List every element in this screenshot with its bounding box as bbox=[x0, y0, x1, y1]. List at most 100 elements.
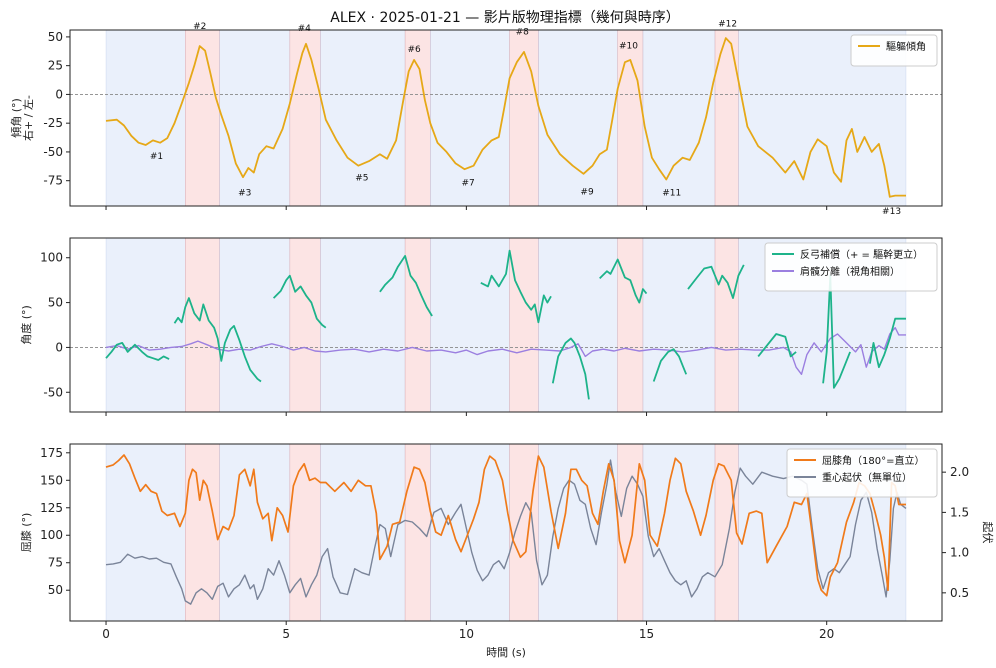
y-tick-label: 50 bbox=[48, 583, 63, 597]
step-annotation: #2 bbox=[193, 22, 206, 32]
y-tick-label: 50 bbox=[48, 30, 63, 44]
y-tick-label: -50 bbox=[43, 145, 63, 159]
legend-label: 肩髖分離（視角相關） bbox=[800, 265, 900, 278]
y-tick-label: 100 bbox=[40, 251, 63, 265]
step-annotation: #3 bbox=[238, 189, 251, 199]
swing-phase-band-1-9 bbox=[617, 237, 644, 413]
swing-phase-band-1-11 bbox=[714, 237, 739, 413]
step-annotation: #5 bbox=[355, 174, 368, 184]
step-annotation: #1 bbox=[150, 152, 163, 162]
step-annotation: #13 bbox=[882, 207, 901, 217]
series-backbend-segment bbox=[869, 317, 906, 369]
stance-phase-band-0-10 bbox=[642, 29, 716, 207]
stance-phase-band-2-6 bbox=[430, 443, 510, 622]
stance-phase-band-2-4 bbox=[320, 443, 406, 622]
y-tick-label: -50 bbox=[43, 385, 63, 399]
stance-phase-band-1-2 bbox=[219, 237, 291, 413]
legend-box-1 bbox=[764, 242, 938, 292]
legend-box-2 bbox=[786, 448, 938, 498]
x-axis-label: 時間 (s) bbox=[486, 646, 526, 659]
stance-phase-band-1-10 bbox=[642, 237, 716, 413]
y-tick-label: 175 bbox=[40, 446, 63, 460]
legend-label: 屈膝角（180°=直立） bbox=[822, 454, 924, 467]
swing-phase-band-0-11 bbox=[714, 29, 739, 207]
swing-phase-band-0-3 bbox=[289, 29, 321, 207]
series-backbend-segment bbox=[379, 255, 433, 317]
stance-phase-band-1-6 bbox=[430, 237, 510, 413]
step-annotation: #12 bbox=[718, 20, 737, 30]
stance-phase-band-0-4 bbox=[320, 29, 406, 207]
step-annotation: #9 bbox=[580, 187, 594, 197]
swing-phase-band-0-5 bbox=[404, 29, 431, 207]
step-annotation: #11 bbox=[662, 189, 681, 199]
y-axis-label: 屈膝 (°) bbox=[20, 513, 33, 553]
x-tick-label: 0 bbox=[102, 627, 110, 641]
y-tick-label: 0 bbox=[55, 340, 63, 354]
series-backbend-segment bbox=[272, 274, 327, 329]
series-backbend-segment bbox=[652, 348, 688, 382]
stance-phase-band-0-0 bbox=[105, 29, 186, 207]
step-annotation: #10 bbox=[619, 41, 638, 51]
y-tick-label: 0 bbox=[55, 87, 63, 101]
y2-tick-label: 2.0 bbox=[950, 465, 969, 479]
series-com-bounce-line bbox=[105, 459, 907, 605]
y-tick-label: -75 bbox=[43, 174, 63, 188]
swing-phase-band-0-9 bbox=[617, 29, 644, 207]
swing-phase-band-2-5 bbox=[404, 443, 431, 622]
step-annotation: #6 bbox=[407, 45, 421, 55]
y2-tick-label: 1.0 bbox=[950, 546, 969, 560]
swing-phase-band-1-7 bbox=[509, 237, 539, 413]
stance-phase-band-0-2 bbox=[219, 29, 291, 207]
stance-phase-band-2-8 bbox=[538, 443, 619, 622]
y-axis-label: 角度 (°) bbox=[19, 305, 33, 345]
stance-phase-band-1-4 bbox=[320, 237, 406, 413]
y-axis-label: 傾角 (°) bbox=[9, 98, 23, 138]
panel-torso-tilt: #1 #2 #3 #4 #5 #6 #7 #8 #9 #10 #11 #12 #13 50 25 0 -25 -5… bbox=[9, 20, 943, 217]
series-knee-flex-line bbox=[105, 454, 906, 597]
step-annotation: #8 bbox=[516, 28, 530, 38]
panel-angles: 100 50 0 -50 角度 (°) 反弓補償（+ = 驅幹更立） 肩髖分離（視角相關） bbox=[19, 237, 943, 416]
swing-phase-band-0-1 bbox=[185, 29, 220, 207]
x-tick-label: 20 bbox=[819, 627, 834, 641]
stance-phase-band-0-8 bbox=[538, 29, 619, 207]
series-backbend-segment bbox=[173, 297, 262, 383]
series-backbend-segment bbox=[105, 342, 170, 361]
swing-phase-band-0-7 bbox=[509, 29, 539, 207]
step-annotation: #7 bbox=[462, 178, 475, 188]
y-tick-label: 125 bbox=[40, 501, 63, 515]
swing-phase-band-1-5 bbox=[404, 237, 431, 413]
legend-label: 驅軀傾角 bbox=[886, 40, 926, 53]
series-shoulder-hip-line bbox=[105, 327, 906, 375]
stance-phase-band-0-6 bbox=[430, 29, 510, 207]
y2-axis-label: 起伏 bbox=[981, 522, 995, 544]
series-backbend-segment bbox=[599, 258, 648, 304]
step-annotation: #4 bbox=[298, 24, 312, 34]
axes-frame-2 bbox=[69, 443, 943, 622]
axes-frame-1 bbox=[69, 237, 943, 413]
stance-phase-band-1-8 bbox=[538, 237, 619, 413]
series-backbend-segment bbox=[757, 333, 797, 358]
y-axis-sublabel: 右+ / 左- bbox=[21, 95, 35, 141]
series-backbend-segment bbox=[687, 264, 745, 299]
y-tick-label: 75 bbox=[48, 556, 63, 570]
panel-knee-flex: 0 5 10 15 20 175 150 125 100 75 50 2.0 1.5 1.0 0.5 屈膝 (… bbox=[20, 443, 995, 659]
stance-phase-band-1-0 bbox=[105, 237, 186, 413]
x-tick-label: 15 bbox=[639, 627, 654, 641]
legend-label: 反弓補償（+ = 驅幹更立） bbox=[800, 248, 923, 261]
legend-label: 重心起伏（無單位） bbox=[822, 471, 912, 484]
y-tick-label: 25 bbox=[48, 59, 63, 73]
y-tick-label: 150 bbox=[40, 473, 63, 487]
stance-phase-band-2-10 bbox=[642, 443, 716, 622]
x-tick-label: 5 bbox=[282, 627, 290, 641]
chart-title: ALEX · 2025-01-21 — 影片版物理指標（幾何與時序） bbox=[330, 10, 679, 26]
y-tick-label: 50 bbox=[48, 296, 63, 310]
series-backbend-segment bbox=[822, 274, 851, 389]
series-backbend-segment bbox=[480, 249, 552, 324]
y2-tick-label: 0.5 bbox=[950, 586, 969, 600]
y2-tick-label: 1.5 bbox=[950, 505, 969, 519]
swing-phase-band-1-1 bbox=[185, 237, 220, 413]
series-backbend-segment bbox=[551, 337, 590, 400]
legend-box-0 bbox=[850, 34, 938, 67]
series-torso-tilt-line bbox=[105, 37, 906, 198]
